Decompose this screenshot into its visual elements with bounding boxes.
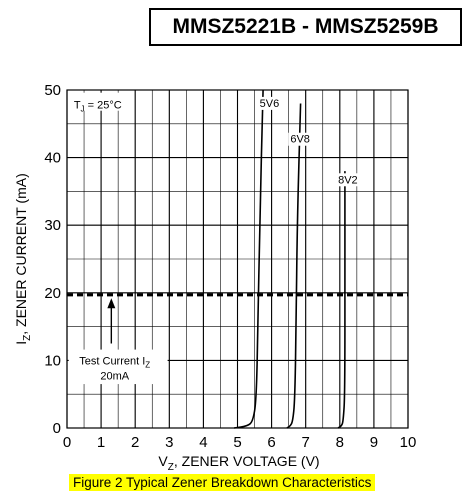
temperature-label-box: TJ = 25°C [70, 92, 131, 113]
series-line-6v8 [286, 103, 302, 429]
x-tick-label: 3 [165, 434, 173, 451]
x-axis-label: VZ, ZENER VOLTAGE (V) [158, 453, 319, 470]
page-title: MMSZ5221B - MMSZ5259B [172, 15, 439, 38]
series-line-5v6 [233, 89, 264, 429]
series-labels: 5V6 6V8 8V2 [257, 96, 363, 187]
y-tick-label: 0 [53, 420, 61, 437]
y-axis: 0 10 20 30 40 50 [44, 82, 61, 437]
annotation-arrowhead [107, 298, 116, 309]
y-tick-label: 30 [44, 217, 61, 234]
test-current-annotation: Test Current IZ 20mA [68, 298, 168, 385]
y-tick-label: 10 [44, 352, 61, 369]
series-label-bg [336, 173, 363, 187]
x-tick-label: 0 [63, 434, 71, 451]
x-axis: 0 1 2 3 4 5 6 7 8 9 10 [63, 434, 417, 451]
series-label-bg [288, 132, 315, 146]
series-label-6v8: 6V8 [290, 134, 310, 146]
x-tick-label: 10 [400, 434, 417, 451]
series-label-5v6: 5V6 [260, 98, 280, 110]
x-tick-label: 2 [131, 434, 139, 451]
series-label-8v2: 8V2 [338, 174, 358, 186]
y-tick-label: 50 [44, 82, 61, 99]
figure-caption: Figure 2 Typical Zener Breakdown Charact… [69, 474, 376, 491]
header-title-box: MMSZ5221B - MMSZ5259B [149, 8, 462, 46]
series-label-bg [257, 96, 284, 110]
x-tick-label: 5 [233, 434, 241, 451]
temperature-label: TJ = 25°C [74, 99, 122, 113]
chart-svg: 5V6 6V8 8V2 0 10 20 30 40 50 0 1 2 3 4 5 6 7 8 9 10 IZ, Z… [13, 82, 417, 470]
series-lines [233, 89, 346, 429]
x-tick-label: 6 [267, 434, 275, 451]
annotation-line1: Test Current IZ [79, 355, 150, 369]
x-tick-label: 7 [302, 434, 310, 451]
annotation-line2: 20mA [100, 370, 129, 382]
y-tick-label: 20 [44, 285, 61, 302]
x-tick-labels: 0 1 2 3 4 5 6 7 8 9 10 [63, 434, 417, 451]
x-tick-label: 1 [97, 434, 105, 451]
series-line-8v2 [337, 171, 346, 429]
y-axis-label: IZ, ZENER CURRENT (mA) [13, 173, 33, 345]
y-tick-labels: 0 10 20 30 40 50 [44, 82, 61, 437]
x-tick-label: 4 [199, 434, 207, 451]
x-tick-label: 8 [336, 434, 344, 451]
y-tick-label: 40 [44, 150, 61, 167]
x-tick-label: 9 [370, 434, 378, 451]
